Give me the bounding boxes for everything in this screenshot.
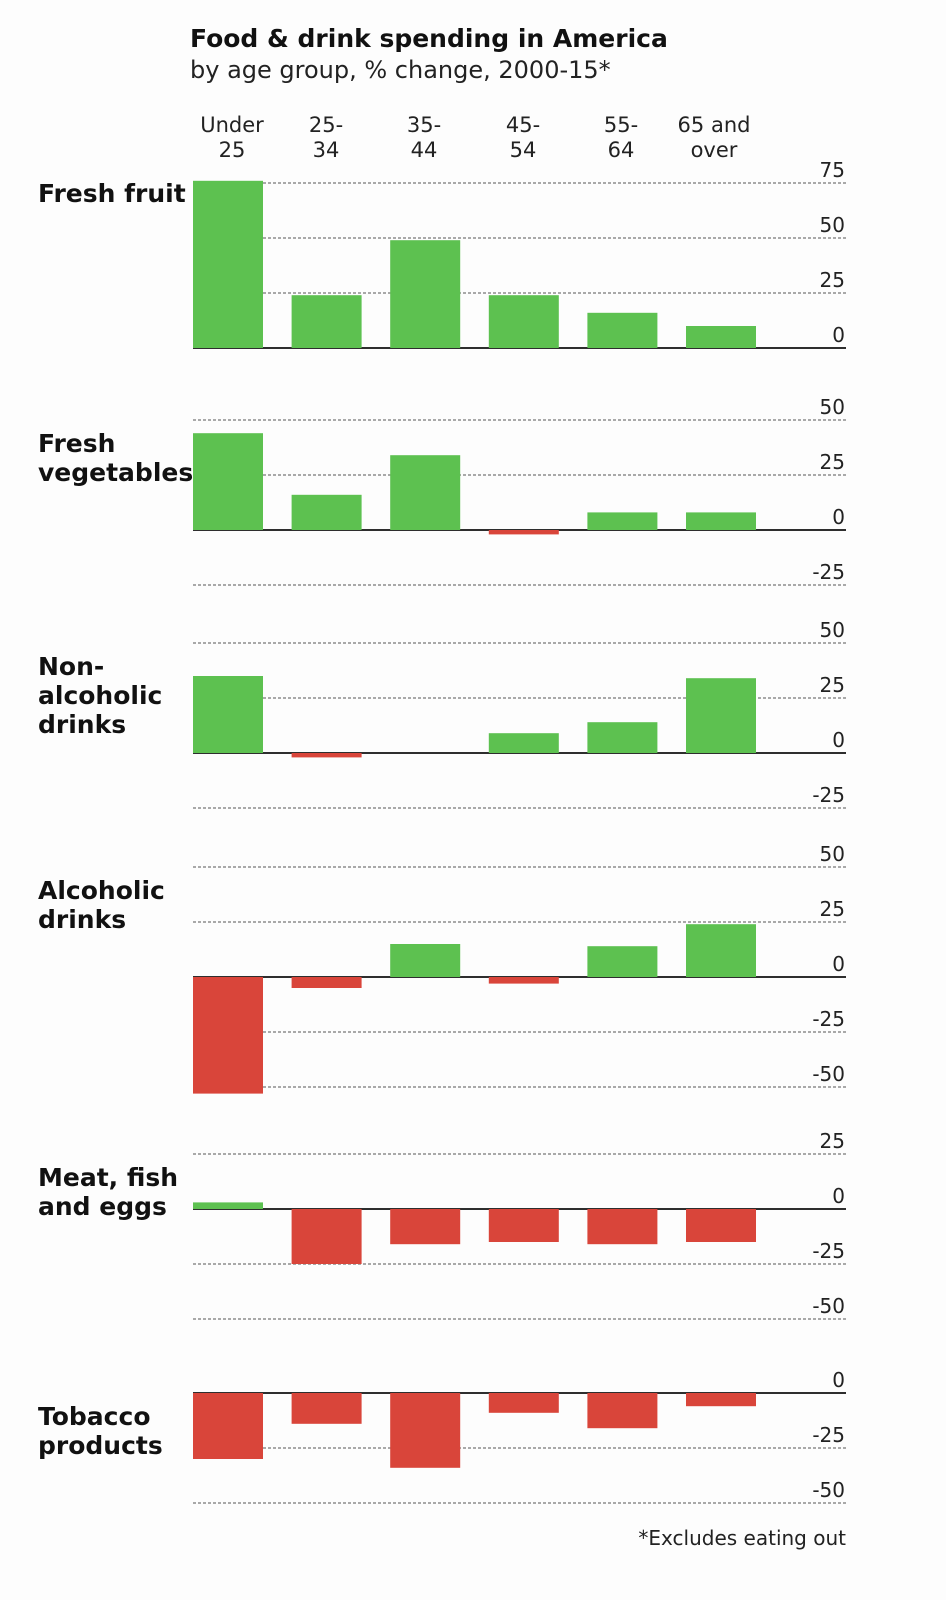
bar-alcoholic-drinks-2 <box>390 944 461 977</box>
category-label: 45- <box>506 113 540 137</box>
bar-non-alcoholic-drinks-0 <box>193 676 263 753</box>
y-tick-label: 0 <box>832 952 845 976</box>
bar-tobacco-products-2 <box>390 1393 461 1468</box>
bar-non-alcoholic-drinks-5 <box>686 678 756 753</box>
bar-alcoholic-drinks-4 <box>587 946 658 977</box>
bar-fresh-vegetables-0 <box>193 433 263 530</box>
bar-meat-fish-and-eggs-0 <box>193 1202 263 1209</box>
bar-fresh-vegetables-3 <box>488 530 559 535</box>
bar-meat-fish-and-eggs-5 <box>686 1209 756 1242</box>
category-label: 65 and <box>678 113 751 137</box>
category-label: 54 <box>510 138 537 162</box>
panel-label: vegetables <box>38 458 193 487</box>
bar-fresh-fruit-3 <box>488 295 559 348</box>
bar-fresh-vegetables-4 <box>587 512 658 530</box>
y-tick-label: 50 <box>820 213 845 237</box>
bar-fresh-fruit-1 <box>291 295 362 348</box>
y-tick-label: -25 <box>812 783 845 807</box>
category-label: Under <box>200 113 264 137</box>
panel-label: drinks <box>38 710 126 739</box>
footnote: *Excludes eating out <box>638 1526 846 1550</box>
y-tick-label: 50 <box>820 395 845 419</box>
y-tick-label: -25 <box>812 1007 845 1031</box>
panel-label: products <box>38 1431 163 1460</box>
bar-fresh-vegetables-2 <box>390 455 461 530</box>
y-tick-label: 50 <box>820 842 845 866</box>
panel-label: Fresh <box>38 429 115 458</box>
y-tick-label: -25 <box>812 1239 845 1263</box>
category-label: 34 <box>313 138 340 162</box>
category-label: 44 <box>411 138 438 162</box>
chart-title: Food & drink spending in America <box>190 24 668 53</box>
y-tick-label: 25 <box>820 673 845 697</box>
bar-tobacco-products-0 <box>193 1393 263 1459</box>
y-tick-label: -25 <box>812 560 845 584</box>
bar-meat-fish-and-eggs-1 <box>291 1209 362 1264</box>
bar-fresh-fruit-0 <box>193 180 263 348</box>
y-tick-label: 25 <box>820 450 845 474</box>
panel-label: alcoholic <box>38 681 162 710</box>
bar-tobacco-products-5 <box>686 1393 756 1407</box>
bar-fresh-vegetables-5 <box>686 512 756 530</box>
panel-label: Meat, fish <box>38 1163 178 1192</box>
y-tick-label: 0 <box>832 1184 845 1208</box>
bar-fresh-fruit-4 <box>587 312 658 348</box>
panel-label: Non- <box>38 652 104 681</box>
bar-fresh-vegetables-1 <box>291 494 362 530</box>
bar-non-alcoholic-drinks-1 <box>291 753 362 758</box>
bar-fresh-fruit-2 <box>390 240 461 348</box>
bar-tobacco-products-3 <box>488 1393 559 1413</box>
y-tick-label: 75 <box>820 158 845 182</box>
y-tick-label: 25 <box>820 1129 845 1153</box>
category-label: 25 <box>219 138 246 162</box>
y-tick-label: 25 <box>820 268 845 292</box>
y-tick-label: 50 <box>820 618 845 642</box>
bar-tobacco-products-1 <box>291 1393 362 1424</box>
bar-meat-fish-and-eggs-4 <box>587 1209 658 1245</box>
bar-alcoholic-drinks-3 <box>488 977 559 984</box>
category-label: 64 <box>608 138 635 162</box>
y-tick-label: -50 <box>812 1062 845 1086</box>
bar-alcoholic-drinks-0 <box>193 977 263 1094</box>
category-label: 35- <box>407 113 441 137</box>
bar-tobacco-products-4 <box>587 1393 658 1429</box>
y-tick-label: 25 <box>820 897 845 921</box>
bar-fresh-fruit-5 <box>686 326 756 348</box>
bar-non-alcoholic-drinks-4 <box>587 722 658 753</box>
category-label: 55- <box>604 113 638 137</box>
panel-label: Alcoholic <box>38 876 165 905</box>
bar-meat-fish-and-eggs-3 <box>488 1209 559 1242</box>
panel-label: Fresh fruit <box>38 179 186 208</box>
y-tick-label: 0 <box>832 323 845 347</box>
y-tick-label: -50 <box>812 1478 845 1502</box>
bar-alcoholic-drinks-1 <box>291 977 362 988</box>
bar-meat-fish-and-eggs-2 <box>390 1209 461 1245</box>
chart-subtitle: by age group, % change, 2000-15* <box>190 56 611 84</box>
y-tick-label: -25 <box>812 1423 845 1447</box>
y-tick-label: 0 <box>832 728 845 752</box>
bar-alcoholic-drinks-5 <box>686 924 756 977</box>
panel-label: Tobacco <box>38 1402 151 1431</box>
y-tick-label: 0 <box>832 1368 845 1392</box>
category-label: over <box>691 138 738 162</box>
bar-non-alcoholic-drinks-3 <box>488 733 559 753</box>
panel-label: and eggs <box>38 1192 167 1221</box>
y-tick-label: -50 <box>812 1294 845 1318</box>
y-tick-label: 0 <box>832 505 845 529</box>
panel-label: drinks <box>38 905 126 934</box>
category-label: 25- <box>309 113 343 137</box>
